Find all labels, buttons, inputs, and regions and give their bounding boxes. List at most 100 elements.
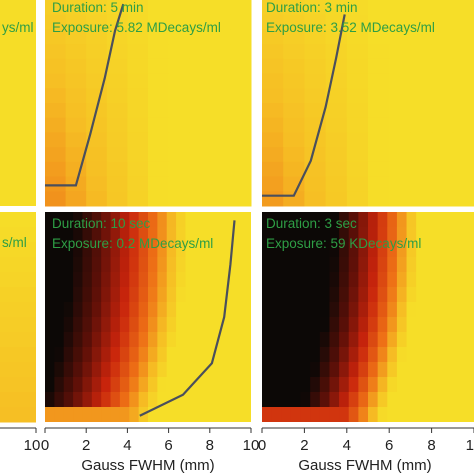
- heatmap-cell: [176, 347, 187, 363]
- heatmap-cell: [157, 242, 168, 258]
- heatmap-cell: [209, 29, 231, 45]
- heatmap-cell: [185, 362, 196, 378]
- heatmap-cell: [168, 88, 190, 104]
- heatmap-cell: [346, 103, 369, 119]
- heatmap-cell: [138, 392, 149, 408]
- heatmap-cell: [416, 392, 427, 408]
- heatmap-cell: [91, 377, 102, 393]
- heatmap-cell: [304, 58, 327, 75]
- heatmap-cell: [445, 272, 456, 288]
- heatmap-cell: [319, 227, 331, 243]
- heatmap-cell: [425, 332, 437, 348]
- heatmap-cell: [310, 317, 321, 333]
- heatmap-cell: [110, 272, 121, 288]
- heatmap-cell: [0, 272, 36, 288]
- heatmap-cell: [86, 29, 108, 45]
- heatmap-cell: [148, 103, 170, 119]
- heatmap-cell: [358, 332, 369, 348]
- heatmap-cell: [368, 392, 379, 408]
- heatmap-cell: [431, 132, 454, 148]
- heatmap-cell: [176, 212, 187, 228]
- heatmap-cell: [209, 14, 231, 30]
- heatmap-cell: [452, 88, 474, 104]
- heatmap-cell: [54, 257, 65, 273]
- heatmap-cell: [452, 29, 474, 45]
- heatmap-cell: [339, 302, 350, 318]
- heatmap-cell: [148, 302, 158, 318]
- heatmap-cell: [189, 117, 211, 133]
- heatmap-cell: [377, 392, 388, 408]
- heatmap-cell: [319, 212, 331, 228]
- trend-curve: [262, 14, 346, 197]
- heatmap-cell: [213, 362, 224, 378]
- heatmap-cell: [300, 377, 311, 393]
- heatmap-cell: [166, 347, 177, 363]
- heatmap-cell: [368, 0, 390, 16]
- heatmap-cell: [464, 362, 474, 378]
- heatmap-cell: [101, 377, 112, 393]
- heatmap-cell: [368, 103, 390, 119]
- heatmap-cell: [73, 407, 84, 422]
- heatmap-cell: [194, 227, 205, 243]
- heatmap-cell: [410, 103, 433, 119]
- heatmap-cell: [232, 377, 243, 393]
- heatmap-cell: [358, 272, 369, 288]
- heatmap-cell: [396, 392, 408, 408]
- annotation-duration: Duration: 3 min: [266, 0, 358, 15]
- heatmap-cell: [209, 58, 231, 75]
- heatmap-cell: [129, 317, 140, 333]
- heatmap-cell: [241, 347, 251, 363]
- heatmap-cell: [368, 73, 390, 89]
- heatmap-cell: [387, 392, 398, 408]
- heatmap-cell: [387, 287, 398, 303]
- heatmap-cell: [185, 347, 196, 363]
- heatmap-cell: [425, 212, 437, 228]
- heatmap-cell: [290, 362, 302, 378]
- heatmap-cell: [416, 362, 427, 378]
- heatmap-cell: [82, 287, 93, 303]
- heatmap-cell: [271, 287, 282, 303]
- heatmap-cell: [86, 44, 108, 60]
- heatmap-cell: [204, 377, 215, 393]
- heatmap-cell: [445, 242, 456, 258]
- heatmap-cell: [54, 272, 65, 288]
- heatmap-cell: [283, 58, 305, 75]
- heatmap-cell: [185, 227, 196, 243]
- heatmap-cell: [91, 407, 102, 422]
- heatmap-cell: [329, 407, 340, 422]
- heatmap-cell: [185, 272, 196, 288]
- heatmap-cell: [157, 392, 168, 408]
- heatmap-cell: [148, 29, 170, 45]
- heatmap-cell: [0, 377, 36, 393]
- heatmap-cell: [406, 332, 417, 348]
- heatmap-cell: [0, 407, 36, 423]
- heatmap-cell: [166, 257, 177, 273]
- heatmap-cell: [452, 191, 474, 207]
- heatmap-cell: [106, 73, 128, 89]
- heatmap-cell: [101, 242, 112, 258]
- heatmap-cell: [281, 212, 292, 228]
- heatmap-cell: [148, 161, 170, 178]
- heatmap-cell: [241, 212, 251, 228]
- heatmap-cell: [396, 242, 408, 258]
- heatmap-cell: [101, 287, 112, 303]
- heatmap-cell: [346, 44, 369, 60]
- heatmap-cell: [119, 347, 130, 363]
- heatmap-cell: [416, 377, 427, 393]
- heatmap-cell: [431, 58, 454, 75]
- heatmap-cell: [119, 227, 130, 243]
- heatmap-cell: [209, 117, 231, 133]
- heatmap-cell: [176, 332, 187, 348]
- heatmap-cell: [230, 88, 252, 104]
- heatmap-cell: [138, 377, 149, 393]
- heatmap-cell: [310, 272, 321, 288]
- heatmap-cell: [325, 147, 348, 163]
- heatmap-cell: [310, 392, 321, 408]
- heatmap-cell: [464, 332, 474, 348]
- heatmap-cell: [127, 73, 149, 89]
- heatmap-cell: [222, 302, 233, 318]
- heatmap-cell: [82, 257, 93, 273]
- heatmap-cell: [431, 88, 454, 104]
- heatmap-cell: [209, 44, 231, 60]
- heatmap-cell: [101, 362, 112, 378]
